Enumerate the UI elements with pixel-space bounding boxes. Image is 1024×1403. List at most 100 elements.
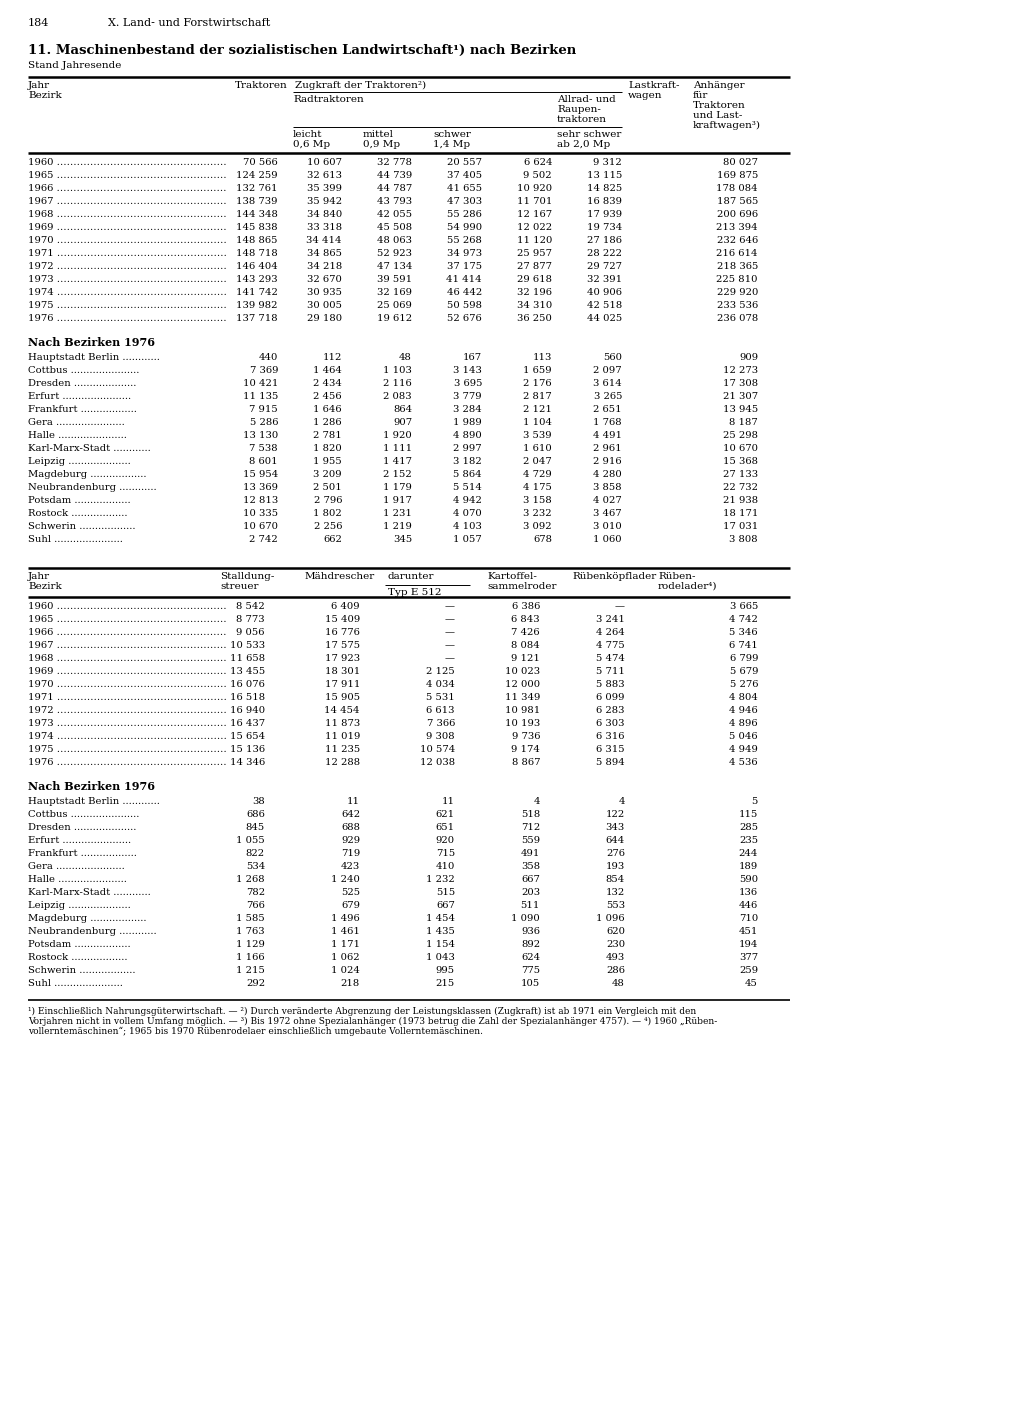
Text: 559: 559 (521, 836, 540, 845)
Text: 534: 534 (246, 861, 265, 871)
Text: 345: 345 (393, 535, 412, 544)
Text: 1 096: 1 096 (596, 913, 625, 923)
Text: 1 920: 1 920 (383, 431, 412, 441)
Text: 113: 113 (532, 354, 552, 362)
Text: 11 135: 11 135 (243, 391, 278, 401)
Text: 1 435: 1 435 (426, 927, 455, 936)
Text: 43 793: 43 793 (377, 196, 412, 206)
Text: 1967 ……………………………………………: 1967 …………………………………………… (28, 196, 226, 206)
Text: 37 405: 37 405 (446, 171, 482, 180)
Text: 6 316: 6 316 (597, 732, 625, 741)
Text: 11 349: 11 349 (505, 693, 540, 702)
Text: 44 025: 44 025 (587, 314, 622, 323)
Text: 5 894: 5 894 (596, 758, 625, 767)
Text: 15 905: 15 905 (325, 693, 360, 702)
Text: Typ E 512: Typ E 512 (388, 588, 441, 598)
Text: 1 454: 1 454 (426, 913, 455, 923)
Text: Vorjahren nicht in vollem Umfang möglich. — ³) Bis 1972 ohne Spezialanhänger (19: Vorjahren nicht in vollem Umfang möglich… (28, 1017, 717, 1026)
Text: 16 776: 16 776 (326, 629, 360, 637)
Text: 4 536: 4 536 (729, 758, 758, 767)
Text: 3 010: 3 010 (593, 522, 622, 530)
Text: 3 665: 3 665 (730, 602, 758, 610)
Text: 2 997: 2 997 (454, 443, 482, 453)
Text: 2 456: 2 456 (313, 391, 342, 401)
Text: 34 865: 34 865 (307, 248, 342, 258)
Text: 229 920: 229 920 (717, 288, 758, 297)
Text: 710: 710 (738, 913, 758, 923)
Text: 193: 193 (606, 861, 625, 871)
Text: 1960 ……………………………………………: 1960 …………………………………………… (28, 159, 226, 167)
Text: Jahr: Jahr (28, 572, 50, 581)
Text: 1 215: 1 215 (237, 967, 265, 975)
Text: 9 174: 9 174 (511, 745, 540, 753)
Text: 5 883: 5 883 (596, 680, 625, 689)
Text: —: — (615, 602, 625, 610)
Text: 1 763: 1 763 (237, 927, 265, 936)
Text: 1 464: 1 464 (313, 366, 342, 375)
Text: Potsdam ..................: Potsdam .................. (28, 497, 131, 505)
Text: 148 718: 148 718 (237, 248, 278, 258)
Text: 259: 259 (739, 967, 758, 975)
Text: 1 060: 1 060 (593, 535, 622, 544)
Text: 132 761: 132 761 (237, 184, 278, 194)
Text: 2 083: 2 083 (383, 391, 412, 401)
Text: 3 614: 3 614 (593, 379, 622, 389)
Text: 1965 ……………………………………………: 1965 …………………………………………… (28, 171, 226, 180)
Text: 410: 410 (435, 861, 455, 871)
Text: 3 143: 3 143 (454, 366, 482, 375)
Text: 13 130: 13 130 (243, 431, 278, 441)
Text: vollerntemäschinen“; 1965 bis 1970 Rübenrodelaer einschließlich umgebaute Voller: vollerntemäschinen“; 1965 bis 1970 Rüben… (28, 1027, 483, 1037)
Text: 5 346: 5 346 (729, 629, 758, 637)
Text: 1 768: 1 768 (593, 418, 622, 427)
Text: 1 917: 1 917 (383, 497, 412, 505)
Text: 12 273: 12 273 (723, 366, 758, 375)
Text: 1 171: 1 171 (331, 940, 360, 948)
Text: 40 906: 40 906 (587, 288, 622, 297)
Text: 15 136: 15 136 (229, 745, 265, 753)
Text: 143 293: 143 293 (237, 275, 278, 283)
Text: 5 531: 5 531 (426, 693, 455, 702)
Text: 21 938: 21 938 (723, 497, 758, 505)
Text: 1 240: 1 240 (331, 875, 360, 884)
Text: 662: 662 (324, 535, 342, 544)
Text: 189: 189 (738, 861, 758, 871)
Text: Karl-Marx-Stadt ............: Karl-Marx-Stadt ............ (28, 443, 151, 453)
Text: 13 455: 13 455 (229, 666, 265, 676)
Text: Jahr: Jahr (28, 81, 50, 90)
Text: Radtraktoren: Radtraktoren (293, 95, 364, 104)
Text: 10 335: 10 335 (243, 509, 278, 518)
Text: Suhl ......................: Suhl ...................... (28, 979, 123, 988)
Text: 44 787: 44 787 (377, 184, 412, 194)
Text: 667: 667 (436, 901, 455, 911)
Text: 167: 167 (463, 354, 482, 362)
Text: 11: 11 (442, 797, 455, 805)
Text: 39 591: 39 591 (377, 275, 412, 283)
Text: 560: 560 (603, 354, 622, 362)
Text: 624: 624 (521, 953, 540, 962)
Text: 3 232: 3 232 (523, 509, 552, 518)
Text: Kartoffel-: Kartoffel- (487, 572, 537, 581)
Text: Halle ......................: Halle ...................... (28, 431, 127, 441)
Text: 2 125: 2 125 (426, 666, 455, 676)
Text: 1 585: 1 585 (237, 913, 265, 923)
Text: 10 981: 10 981 (505, 706, 540, 716)
Text: 80 027: 80 027 (723, 159, 758, 167)
Text: 515: 515 (436, 888, 455, 897)
Text: 203: 203 (521, 888, 540, 897)
Text: 32 391: 32 391 (587, 275, 622, 283)
Text: 15 654: 15 654 (229, 732, 265, 741)
Text: 146 404: 146 404 (237, 262, 278, 271)
Text: 358: 358 (521, 861, 540, 871)
Text: 36 250: 36 250 (517, 314, 552, 323)
Text: X. Land- und Forstwirtschaft: X. Land- und Forstwirtschaft (108, 18, 270, 28)
Text: 9 312: 9 312 (593, 159, 622, 167)
Text: 1 955: 1 955 (313, 457, 342, 466)
Text: 3 209: 3 209 (313, 470, 342, 478)
Text: 70 566: 70 566 (244, 159, 278, 167)
Text: 122: 122 (606, 810, 625, 819)
Text: 216 614: 216 614 (717, 248, 758, 258)
Text: 38: 38 (252, 797, 265, 805)
Text: 1973 ……………………………………………: 1973 …………………………………………… (28, 718, 226, 728)
Text: 11 701: 11 701 (517, 196, 552, 206)
Text: 11 658: 11 658 (229, 654, 265, 664)
